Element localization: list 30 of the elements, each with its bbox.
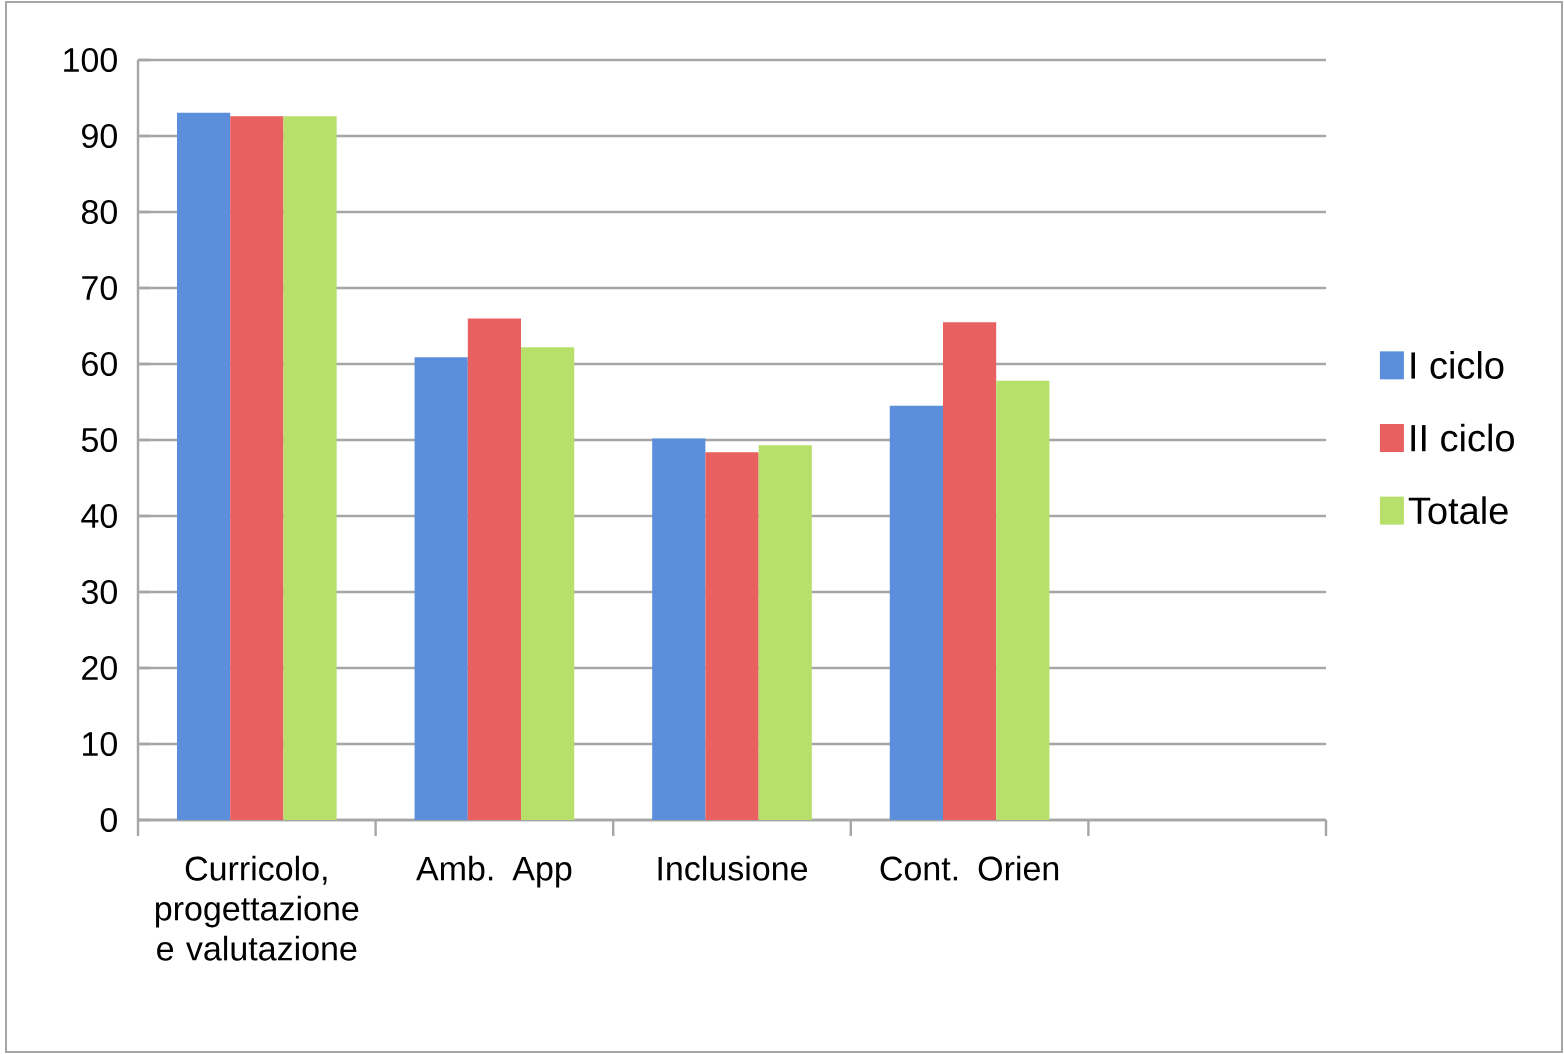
y-tick-label: 90 <box>82 123 117 149</box>
legend-label: II ciclo <box>1411 423 1514 452</box>
y-tick-label: 60 <box>82 351 117 377</box>
y-tick-label: 80 <box>81 199 117 225</box>
y-tick-label: 30 <box>81 579 117 605</box>
y-tick-label: 20 <box>82 655 117 681</box>
bar <box>176 112 231 820</box>
bar <box>521 347 575 820</box>
y-tick-label: 50 <box>81 427 117 453</box>
x-tick-label: Cont. Orien <box>880 855 1059 881</box>
bar <box>889 405 943 820</box>
x-tick-label: Inclusione <box>658 855 808 881</box>
bar <box>467 318 522 820</box>
bar <box>996 380 1050 820</box>
bar <box>942 322 997 820</box>
x-tick-label: Amb. App <box>416 855 572 888</box>
y-tick-label: 0 <box>100 807 117 833</box>
legend-label: I ciclo <box>1411 351 1504 379</box>
bar <box>652 438 706 820</box>
bar <box>230 116 284 820</box>
x-tick-label: Curricolo, progettazione e valutazione <box>155 855 359 961</box>
y-tick-label: 70 <box>82 275 117 301</box>
bar <box>283 116 337 820</box>
y-tick-label: 10 <box>83 731 117 757</box>
y-tick-label: 40 <box>81 503 117 529</box>
bar <box>414 357 468 820</box>
y-tick-label: 100 <box>64 47 117 73</box>
bar <box>758 445 812 820</box>
bar <box>705 452 759 820</box>
legend-label: Totale <box>1408 496 1508 525</box>
